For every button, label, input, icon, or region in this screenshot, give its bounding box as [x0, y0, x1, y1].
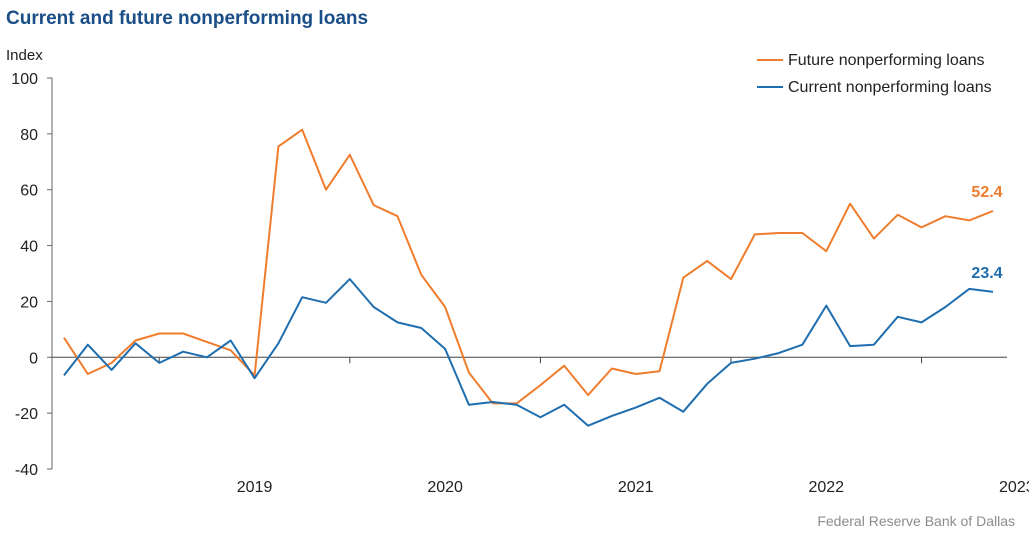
- y-tick-label: 0: [29, 350, 38, 367]
- x-tick-label: 2022: [808, 479, 844, 496]
- legend: Future nonperforming loans Current nonper…: [757, 52, 992, 96]
- y-tick-label: 40: [20, 239, 38, 256]
- y-tick-label: -20: [15, 406, 38, 423]
- x-tick-label: 2023: [999, 479, 1029, 496]
- series-layer: 52.4 23.4: [63, 128, 1003, 427]
- source-note: Federal Reserve Bank of Dallas: [817, 513, 1015, 529]
- y-tick-label: -40: [15, 462, 38, 479]
- end-value-label-future: 52.4: [971, 184, 1002, 201]
- x-tick-label: 2020: [427, 479, 463, 496]
- series-line-current: [63, 278, 994, 427]
- legend-label-current: Current nonperforming loans: [788, 79, 992, 96]
- chart-title: Current and future nonperforming loans: [6, 8, 369, 29]
- y-axis: -40 -20 0 20 40 60 80 100: [11, 71, 53, 479]
- end-value-label-current: 23.4: [971, 265, 1002, 282]
- y-tick-label: 20: [20, 294, 38, 311]
- x-axis: 2019 2020 2021 2022 2023: [52, 356, 1029, 496]
- x-tick-label: 2019: [237, 479, 273, 496]
- x-tick-label: 2021: [618, 479, 654, 496]
- y-tick-label: 80: [20, 127, 38, 144]
- legend-label-future: Future nonperforming loans: [788, 52, 985, 69]
- y-tick-label: 100: [11, 71, 38, 88]
- y-axis-label: Index: [6, 47, 43, 64]
- series-line-future: [63, 128, 994, 405]
- y-tick-label: 60: [20, 183, 38, 200]
